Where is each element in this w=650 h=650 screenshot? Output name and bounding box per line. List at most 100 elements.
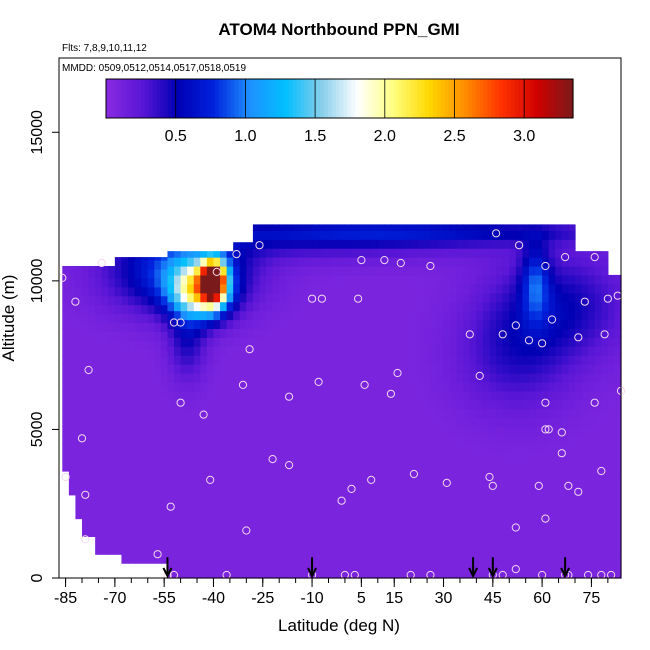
heatmap-cell [233, 355, 241, 365]
observation-point [564, 481, 573, 490]
heatmap-cell [101, 349, 109, 359]
heatmap-cell [463, 328, 471, 338]
heatmap-cell [482, 372, 491, 383]
heatmap-cell [180, 408, 188, 419]
heatmap-cell [220, 355, 228, 365]
heatmap-cell [68, 485, 77, 496]
heatmap-cell [489, 408, 497, 419]
heatmap-cell [555, 417, 563, 428]
heatmap-cell [174, 251, 182, 258]
heatmap-cell [594, 506, 602, 517]
heatmap-cell [404, 524, 412, 535]
heatmap-cell [535, 408, 543, 419]
heatmap-cell [456, 390, 464, 401]
heatmap-cell [134, 393, 142, 404]
heatmap-cell [430, 399, 438, 410]
heatmap-cell [154, 349, 162, 359]
heatmap-cell [410, 328, 418, 338]
heatmap-cell [430, 551, 438, 561]
heatmap-cell [482, 266, 491, 276]
heatmap-cell [581, 292, 589, 303]
heatmap-cell [160, 491, 169, 502]
heatmap-cell [279, 515, 287, 526]
heatmap-cell [450, 266, 458, 276]
heatmap-cell [417, 372, 425, 383]
heatmap-cell [417, 462, 425, 472]
heatmap-cell [95, 266, 103, 270]
heatmap-cell [292, 533, 300, 543]
heatmap-cell [233, 364, 241, 374]
heatmap-cell [75, 474, 83, 484]
heatmap-cell [358, 274, 366, 285]
heatmap-cell [200, 257, 208, 267]
heatmap-cell [128, 286, 136, 297]
colorbar-segment [285, 79, 290, 118]
heatmap-cell [601, 462, 609, 472]
heatmap-cell [141, 286, 149, 297]
heatmap-cell [134, 465, 142, 475]
heatmap-cell [318, 310, 326, 321]
heatmap-cell [443, 417, 451, 428]
heatmap-cell [423, 426, 431, 436]
heatmap-cell [331, 274, 339, 285]
heatmap-cell [364, 390, 372, 401]
colorbar-segment [518, 79, 524, 118]
colorbar-segment [378, 79, 383, 118]
heatmap-cell [456, 224, 464, 231]
heatmap-cell [305, 408, 313, 419]
heatmap-cell [160, 411, 169, 422]
observation-point [511, 565, 520, 574]
heatmap-cell [305, 239, 313, 249]
colorbar-segment [514, 79, 520, 118]
heatmap-cell [285, 381, 293, 392]
heatmap-cell [312, 239, 320, 249]
heatmap-cell [522, 569, 530, 579]
heatmap-cell [417, 497, 425, 508]
heatmap-cell [404, 319, 412, 329]
heatmap-cell [515, 399, 523, 410]
heatmap-cell [246, 372, 254, 383]
heatmap-cell [206, 399, 215, 410]
colorbar-segment [534, 79, 539, 118]
heatmap-cell [397, 462, 405, 472]
heatmap-cell [404, 346, 412, 356]
heatmap-cell [351, 390, 359, 401]
heatmap-cell [371, 506, 379, 517]
heatmap-cell [233, 533, 241, 543]
colorbar-segment [502, 79, 508, 118]
heatmap-cell [325, 444, 333, 454]
heatmap-cell [279, 319, 287, 329]
heatmap-cell [371, 560, 379, 570]
heatmap-cell [128, 438, 136, 448]
heatmap-cell [463, 462, 471, 472]
heatmap-cell [430, 444, 438, 454]
heatmap-cell [114, 393, 123, 404]
heatmap-cell [305, 497, 313, 508]
heatmap-cell [266, 364, 274, 374]
heatmap-cell [371, 426, 379, 436]
heatmap-cell [213, 274, 221, 285]
heatmap-cell [95, 277, 103, 288]
heatmap-cell [423, 364, 431, 374]
heatmap-cell [160, 500, 169, 511]
heatmap-cell [364, 542, 372, 552]
heatmap-cell [298, 381, 307, 392]
heatmap-cell [252, 560, 261, 570]
heatmap-cell [436, 364, 445, 374]
heatmap-cell [535, 257, 543, 267]
heatmap-cell [279, 426, 287, 436]
heatmap-cell [193, 444, 201, 454]
heatmap-cell [364, 533, 372, 543]
heatmap-cell [436, 230, 445, 240]
heatmap-cell [147, 257, 155, 261]
heatmap-cell [88, 277, 96, 288]
heatmap-cell [548, 239, 556, 249]
heatmap-cell [417, 292, 425, 303]
heatmap-cell [535, 319, 543, 329]
observation-point [71, 297, 80, 306]
heatmap-cell [187, 328, 195, 338]
heatmap-cell [430, 488, 438, 499]
heatmap-cell [88, 491, 96, 502]
heatmap-cell [489, 310, 497, 321]
